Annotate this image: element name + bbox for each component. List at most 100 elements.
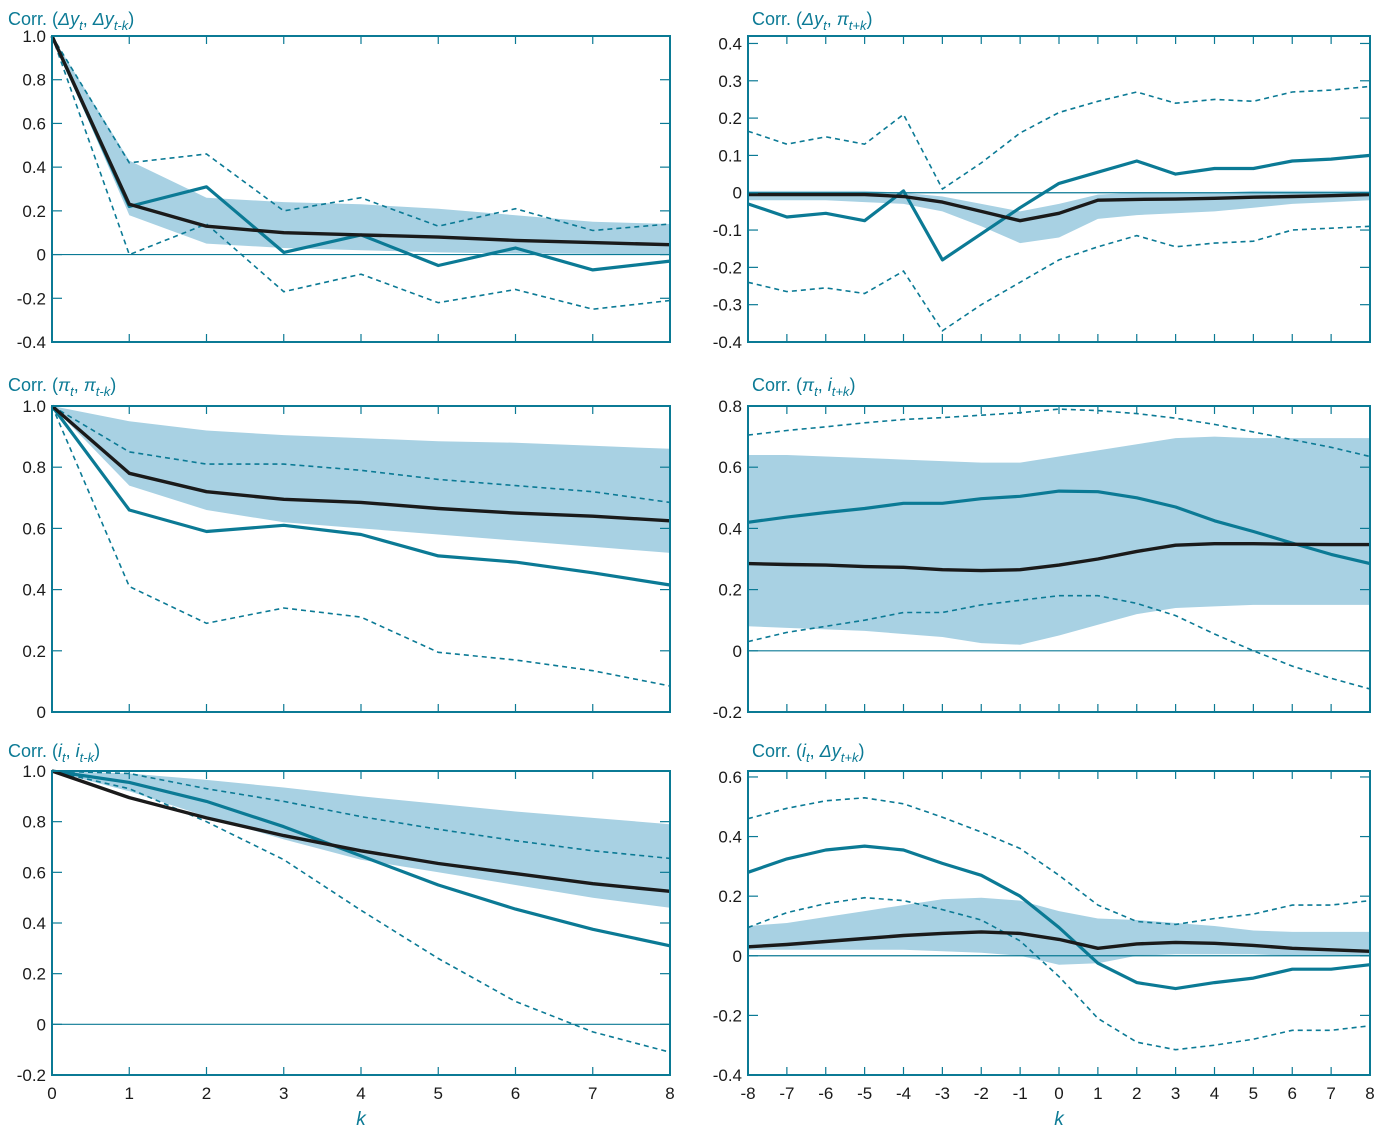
y-tick-label: 0.4 — [22, 158, 46, 177]
panel-5: 1.00.80.60.40.20-0.20 1 2 3 4 5 6 7 8k — [17, 762, 675, 1130]
solid-black-line — [51, 769, 671, 893]
panel-3-title: Corr. (πt, πt-k) — [8, 375, 116, 399]
y-tick-label: 1.0 — [22, 762, 46, 781]
y-tick-label: 0 — [733, 184, 742, 203]
y-tick-label: 0.6 — [22, 863, 46, 882]
y-tick-label: 0.2 — [22, 202, 46, 221]
y-tick-label: 0.8 — [718, 397, 742, 416]
dashed-lower-line — [51, 35, 671, 311]
confidence-band — [52, 36, 670, 255]
y-tick-label: 0 — [733, 642, 742, 661]
x-tick-label: -3 — [935, 1084, 950, 1103]
panel-4: 0.8 0.6 0.4 0.2 0 -0.2 — [713, 397, 1371, 722]
x-tick-label: 8 — [665, 1084, 674, 1103]
x-tick-label: 4 — [1210, 1084, 1219, 1103]
x-tick-label: 5 — [1249, 1084, 1258, 1103]
y-tick-label: 0.2 — [718, 109, 742, 128]
x-tick-label: -5 — [857, 1084, 872, 1103]
y-tick-label: -0.4 — [713, 1066, 742, 1085]
x-tick-label: 6 — [511, 1084, 520, 1103]
panel-5-title: Corr. (it, it-k) — [8, 741, 100, 765]
x-tick-label: 7 — [588, 1084, 597, 1103]
x-tick-label: -2 — [974, 1084, 989, 1103]
y-tick-label: 0.8 — [22, 458, 46, 477]
x-axis-label: k — [1054, 1109, 1065, 1130]
y-tick-label: -0.3 — [713, 296, 742, 315]
y-tick-label: 0.8 — [22, 813, 46, 832]
solid-black-line — [747, 930, 1371, 953]
y-tick-label: -0.1 — [713, 221, 742, 240]
panel-2-title: Corr. (Δyt, πt+k) — [752, 9, 873, 33]
y-tick-label: 0.6 — [22, 114, 46, 133]
dashed-lower-line — [747, 896, 1371, 1051]
y-tick-label: 0.4 — [22, 581, 46, 600]
panel-3: 1.0 0.8 0.6 0.4 0.2 0 — [22, 397, 671, 722]
solid-teal-line — [747, 844, 1371, 991]
y-tick-label: 0.4 — [718, 519, 742, 538]
panel-4-title: Corr. (πt, it+k) — [752, 375, 855, 399]
solid-teal-line — [50, 405, 671, 587]
y-tick-label: 0.2 — [718, 581, 742, 600]
y-tick-label: 1.0 — [22, 27, 46, 46]
dashed-lower-line — [51, 770, 671, 1053]
solid-teal-line — [747, 153, 1371, 262]
y-tick-label: 0.4 — [718, 34, 742, 53]
confidence-band — [748, 190, 1370, 244]
y-tick-label: 0.6 — [718, 458, 742, 477]
y-tick-label: 0.1 — [718, 146, 742, 165]
solid-black-line — [748, 192, 1371, 223]
y-tick-label: 0.3 — [718, 72, 742, 91]
x-tick-label: 1 — [1093, 1084, 1102, 1103]
confidence-band — [748, 897, 1370, 965]
panel-1-title: Corr. (Δyt, Δyt-k) — [8, 9, 134, 33]
plot-frame — [747, 35, 1371, 343]
x-tick-label: 5 — [434, 1084, 443, 1103]
dashed-upper-line — [51, 770, 671, 860]
x-axis-label: k — [356, 1109, 367, 1130]
y-tick-label: -0.2 — [17, 1066, 46, 1085]
x-tick-label: 4 — [356, 1084, 365, 1103]
y-tick-label: 0.6 — [718, 768, 742, 787]
dashed-lower-line — [747, 594, 1371, 690]
y-tick-label: -0.4 — [17, 333, 46, 352]
x-tick-label: 3 — [1171, 1084, 1180, 1103]
x-tick-label: 7 — [1326, 1084, 1335, 1103]
solid-teal-line — [747, 489, 1371, 566]
y-tick-label: -0.4 — [713, 333, 742, 352]
x-tick-label: 8 — [1365, 1084, 1374, 1103]
y-tick-label: 0.2 — [22, 642, 46, 661]
solid-black-line — [50, 35, 671, 247]
y-tick-label: 0 — [37, 703, 46, 722]
dashed-upper-line — [747, 85, 1371, 191]
confidence-band — [52, 771, 670, 908]
y-tick-label: 0.4 — [22, 914, 46, 933]
y-tick-label: 0.8 — [22, 71, 46, 90]
dashed-upper-line — [51, 35, 671, 232]
panel-6-title: Corr. (it, Δyt+k) — [752, 741, 864, 765]
y-tick-label: 0.6 — [22, 519, 46, 538]
plots-layer: 1.00.80.60.40.20-0.2-0.40.40.30.20.10-0.… — [17, 27, 1375, 1130]
y-tick-label: 1.0 — [22, 397, 46, 416]
y-tick-label: 0 — [37, 246, 46, 265]
x-tick-label: 2 — [1132, 1084, 1141, 1103]
x-tick-label: 6 — [1288, 1084, 1297, 1103]
y-tick-label: -0.2 — [17, 289, 46, 308]
x-tick-label: 0 — [47, 1084, 56, 1103]
y-tick-label: -0.2 — [713, 258, 742, 277]
solid-black-line — [747, 542, 1370, 573]
panel-titles: Corr. (Δyt, Δyt-k) Corr. (Δyt, πt+k) Cor… — [8, 9, 873, 765]
x-tick-label: 1 — [125, 1084, 134, 1103]
x-tick-label: -1 — [1013, 1084, 1028, 1103]
x-tick-label: 3 — [279, 1084, 288, 1103]
solid-teal-line — [51, 769, 671, 948]
confidence-band — [52, 406, 670, 553]
panel-2: 0.4 0.3 0.2 0.1 0 -0.1 -0.2 -0.3 -0.4 — [713, 34, 1371, 352]
y-tick-label: 0.4 — [718, 828, 742, 847]
y-tick-label: -0.2 — [713, 1006, 742, 1025]
y-tick-label: 0.2 — [718, 887, 742, 906]
x-tick-label: 0 — [1054, 1084, 1063, 1103]
x-tick-label: 2 — [202, 1084, 211, 1103]
confidence-band — [748, 436, 1370, 645]
panel-6: 0.6 0.4 0.2 0 -0.2 -0.4-8 -7 -6 -5 -4 -3 -2 -1 0 1 2 3 4 5… — [713, 768, 1375, 1130]
